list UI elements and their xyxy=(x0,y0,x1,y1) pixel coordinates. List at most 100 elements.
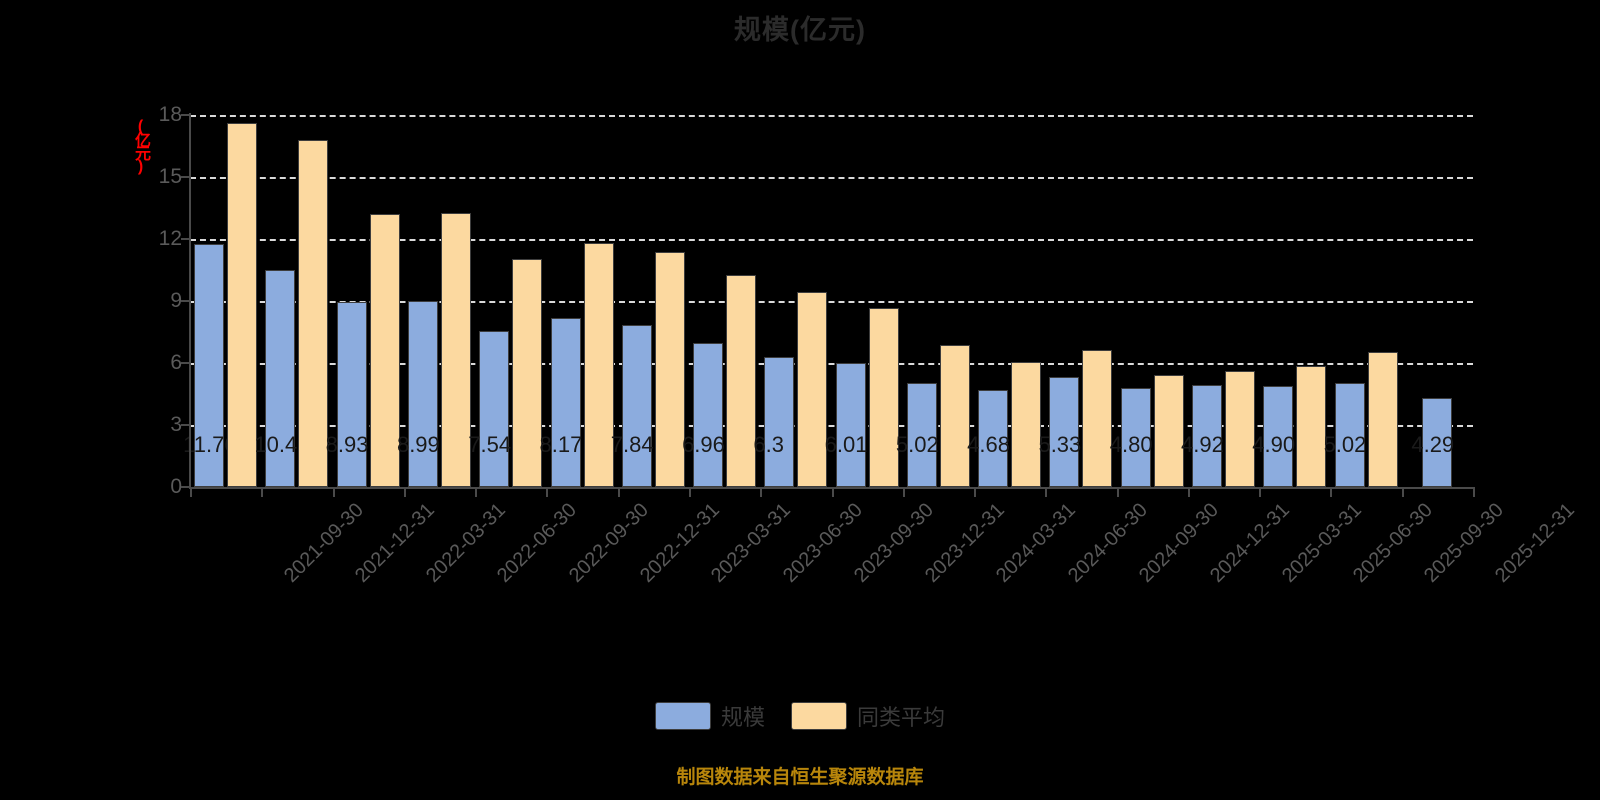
x-tick-mark xyxy=(261,487,264,497)
y-tick-mark xyxy=(181,362,190,364)
bar-同类平均-2024-06-30[interactable] xyxy=(1011,361,1042,487)
bar-value-label: 6.3 xyxy=(753,432,784,457)
bar-同类平均-2023-06-30[interactable] xyxy=(726,275,757,487)
bar-group: 8.99 xyxy=(397,115,475,487)
bar-group: 7.54 xyxy=(468,115,546,487)
bar-同类平均-2022-09-30[interactable] xyxy=(512,258,543,487)
bar-规模-2024-06-30[interactable]: 4.68 xyxy=(967,390,1010,487)
bar-group: 5.02 xyxy=(896,115,974,487)
bar-同类平均-2021-09-30[interactable] xyxy=(227,122,258,487)
y-tick-label: 9 xyxy=(170,289,182,312)
x-tick-mark xyxy=(1116,487,1119,497)
bar-value-label: 5.02 xyxy=(1323,432,1367,457)
bar-规模-2021-09-30[interactable]: 11.76 xyxy=(183,243,235,487)
x-tick-mark xyxy=(332,487,335,497)
bar-同类平均-2023-03-31[interactable] xyxy=(654,251,685,487)
x-tick-mark xyxy=(760,487,763,497)
bar-规模-2025-06-30[interactable]: 4.90 xyxy=(1252,385,1295,487)
x-tick-mark xyxy=(1259,487,1262,497)
gridline xyxy=(190,363,1473,365)
x-tick-mark xyxy=(1401,487,1404,497)
bar-group: 6.3 xyxy=(753,115,831,487)
bar-group: 7.84 xyxy=(611,115,689,487)
gridline xyxy=(190,301,1473,303)
bar-规模-2022-12-31[interactable]: 8.17 xyxy=(540,318,582,487)
bar-同类平均-2021-12-31[interactable] xyxy=(298,139,329,487)
x-tick-mark xyxy=(190,487,192,497)
bar-同类平均-2023-12-31[interactable] xyxy=(868,308,899,487)
bar-group: 6.96 xyxy=(682,115,760,487)
y-tick-mark xyxy=(181,176,190,178)
bar-同类平均-2025-09-30[interactable] xyxy=(1367,351,1398,487)
bar-同类平均-2022-12-31[interactable] xyxy=(583,242,614,487)
bar-group: 4.80 xyxy=(1110,115,1188,487)
bar-规模-2025-09-30[interactable]: 5.02 xyxy=(1324,383,1366,487)
gridline xyxy=(190,177,1473,179)
legend-label: 规模 xyxy=(720,705,765,730)
x-tick-mark xyxy=(546,487,549,497)
y-tick-label: 0 xyxy=(170,475,182,498)
bar-group: 11.76 xyxy=(183,115,261,487)
x-tick-mark xyxy=(403,487,406,497)
bar-同类平均-2023-09-30[interactable] xyxy=(797,291,828,487)
bar-规模-2021-12-31[interactable]: 10.48 xyxy=(254,270,306,487)
bar-同类平均-2024-12-31[interactable] xyxy=(1153,375,1184,487)
y-tick-mark xyxy=(181,238,190,240)
bar-value-label: 4.68 xyxy=(967,432,1010,457)
bar-value-label: 6.96 xyxy=(682,432,725,457)
bar-value-label: 7.84 xyxy=(610,432,654,457)
legend-item-series1[interactable]: 同类平均 xyxy=(791,700,945,732)
legend-swatch-icon xyxy=(791,702,847,730)
legend-item-series0[interactable]: 规模 xyxy=(654,700,765,732)
bar-规模-2023-09-30[interactable]: 6.3 xyxy=(753,356,795,487)
bar-group: 6.01 xyxy=(825,115,903,487)
x-tick-mark xyxy=(1187,487,1190,497)
bar-规模-2022-03-31[interactable]: 8.93 xyxy=(326,302,369,487)
bar-group: 4.29 xyxy=(1402,115,1473,487)
legend-label: 同类平均 xyxy=(857,705,946,730)
bar-同类平均-2024-03-31[interactable] xyxy=(939,345,970,487)
y-tick-label: 18 xyxy=(158,103,182,126)
bar-规模-2022-09-30[interactable]: 7.54 xyxy=(468,331,511,487)
bar-同类平均-2025-06-30[interactable] xyxy=(1296,366,1327,487)
bar-group: 5.02 xyxy=(1324,115,1401,487)
x-tick-mark xyxy=(1473,487,1475,497)
bar-value-label: 10.48 xyxy=(254,432,307,457)
bar-规模-2023-03-31[interactable]: 7.84 xyxy=(611,324,654,487)
bar-规模-2023-06-30[interactable]: 6.96 xyxy=(682,343,725,487)
gridline xyxy=(190,115,1473,117)
bar-规模-2023-12-31[interactable]: 6.01 xyxy=(825,362,867,487)
bar-value-label: 6.01 xyxy=(824,432,868,457)
bar-value-label: 7.54 xyxy=(468,432,512,457)
y-tick-label: 3 xyxy=(170,413,182,436)
x-tick-mark xyxy=(902,487,905,497)
bar-group: 4.92 xyxy=(1181,115,1259,487)
y-tick-label: 6 xyxy=(170,351,182,374)
bar-规模-2022-06-30[interactable]: 8.99 xyxy=(397,301,440,487)
bar-value-label: 4.92 xyxy=(1181,432,1224,457)
bar-value-label: 4.29 xyxy=(1411,432,1455,457)
y-tick-mark xyxy=(181,114,190,116)
bar-规模-2025-03-31[interactable]: 4.92 xyxy=(1181,385,1224,487)
page-title: 规模(亿元) xyxy=(734,15,866,45)
bar-value-label: 8.99 xyxy=(396,432,440,457)
bar-value-label: 11.76 xyxy=(183,432,236,457)
x-tick-mark xyxy=(1045,487,1048,497)
legend-swatch-icon xyxy=(654,702,711,730)
y-tick-label: 12 xyxy=(158,227,182,250)
bar-value-label: 8.17 xyxy=(539,432,583,457)
x-tick-mark xyxy=(831,487,834,497)
bar-同类平均-2022-03-31[interactable] xyxy=(369,214,400,487)
y-tick-label: 15 xyxy=(158,165,182,188)
bar-group: 10.48 xyxy=(254,115,332,487)
y-tick-mark xyxy=(181,424,190,426)
bar-规模-2024-12-31[interactable]: 4.80 xyxy=(1110,387,1153,487)
bar-规模-2024-09-30[interactable]: 5.33 xyxy=(1038,376,1081,487)
bar-规模-2025-12-31[interactable]: 4.29 xyxy=(1411,398,1454,487)
bar-value-label: 5.33 xyxy=(1038,432,1082,457)
bar-规模-2024-03-31[interactable]: 5.02 xyxy=(896,383,939,487)
bar-同类平均-2022-06-30[interactable] xyxy=(440,212,471,487)
bar-value-label: 5.02 xyxy=(895,432,939,457)
bar-同类平均-2024-09-30[interactable] xyxy=(1082,350,1113,487)
bar-同类平均-2025-03-31[interactable] xyxy=(1225,370,1255,487)
